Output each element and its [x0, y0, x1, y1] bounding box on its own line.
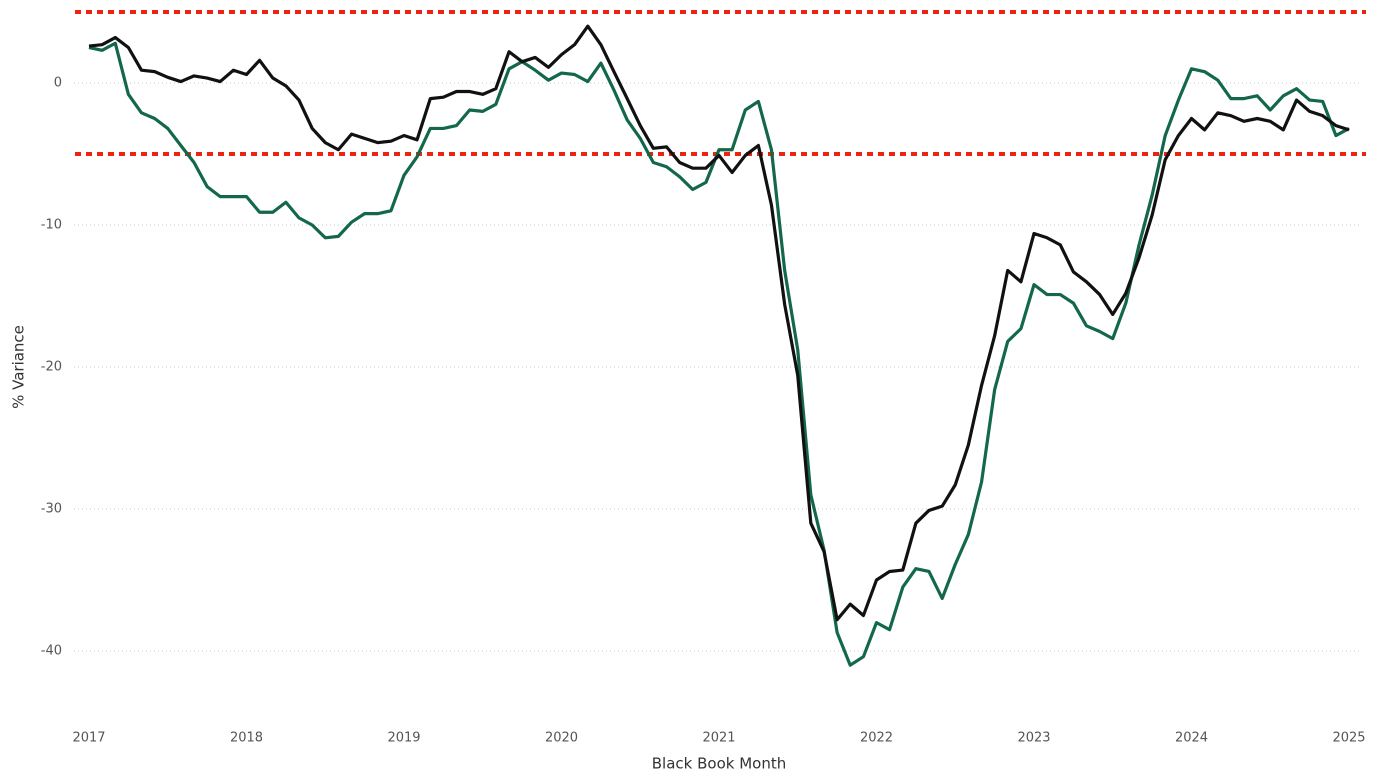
- x-tick-label: 2020: [545, 731, 578, 746]
- x-tick-label: 2018: [230, 731, 263, 746]
- y-tick-label: 0: [54, 76, 62, 91]
- y-tick-label: -30: [41, 502, 62, 517]
- x-tick-label: 2019: [387, 731, 420, 746]
- y-tick-label: -40: [41, 644, 62, 659]
- x-tick-label: 2023: [1017, 731, 1050, 746]
- x-tick-label: 2025: [1332, 731, 1365, 746]
- x-axis-title: Black Book Month: [652, 755, 786, 773]
- series-line: [88, 41, 1350, 667]
- y-axis-title: % Variance: [10, 325, 28, 409]
- x-tick-label: 2021: [702, 731, 735, 746]
- series-line: [88, 24, 1350, 622]
- y-tick-label: -20: [41, 360, 62, 375]
- x-tick-label: 2022: [860, 731, 893, 746]
- x-tick-label: 2017: [72, 731, 105, 746]
- y-tick-label: -10: [41, 218, 62, 233]
- x-tick-label: 2024: [1175, 731, 1208, 746]
